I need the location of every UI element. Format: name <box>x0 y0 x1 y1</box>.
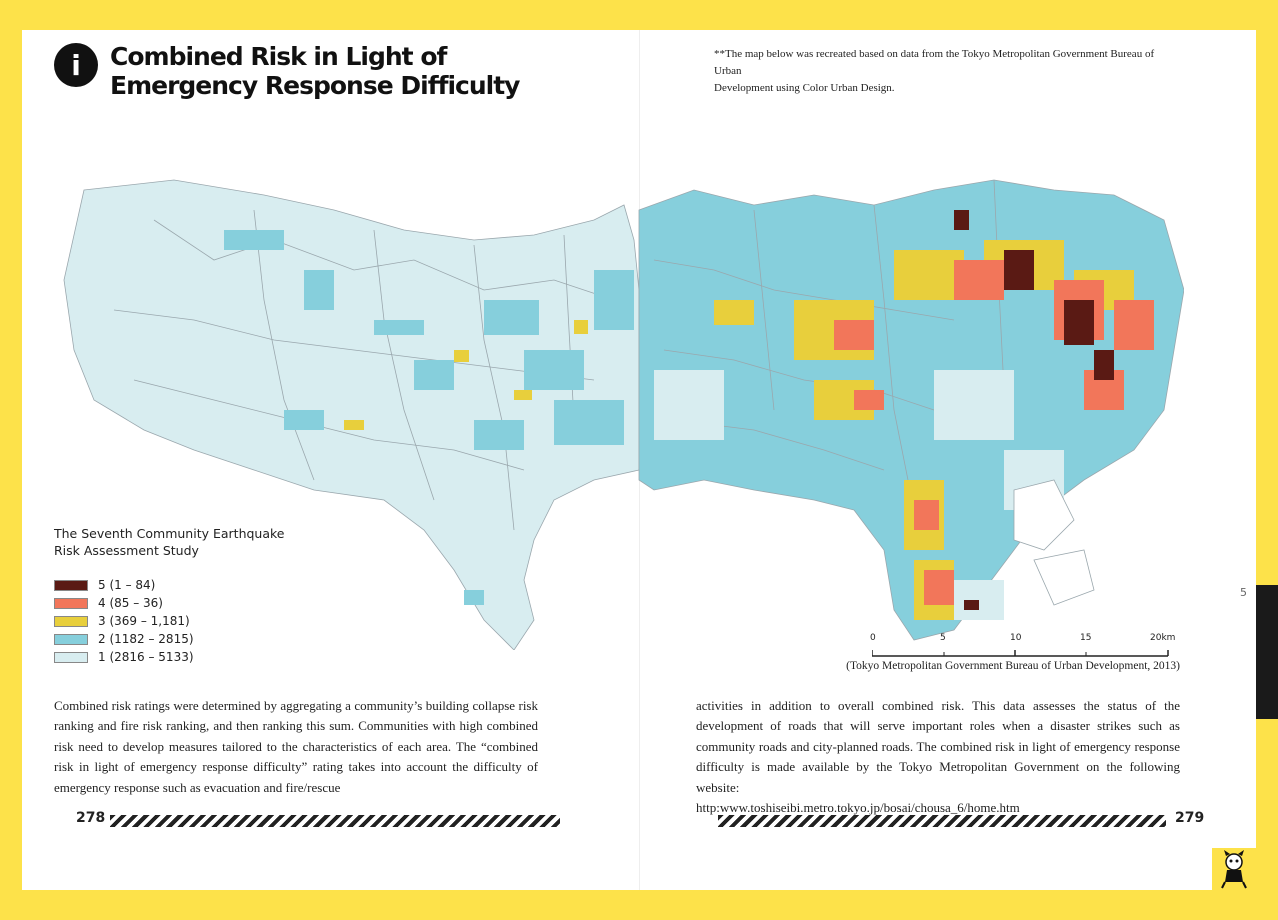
page-title: Combined Risk in Light of Emergency Resp… <box>110 42 570 100</box>
legend-label-5: 5 (1 – 84) <box>98 578 156 592</box>
website-link[interactable]: http:www.toshiseibi.metro.tokyo.jp/bosai… <box>696 800 1020 816</box>
map-west-yellow-patches <box>344 320 588 430</box>
body-text-right-paragraph: activities in addition to overall combin… <box>696 698 1180 795</box>
title-line-2: Emergency Response Difficulty <box>110 71 520 100</box>
hatch-bar-left <box>110 815 560 827</box>
scale-tick-15: 15 <box>1080 633 1092 643</box>
scale-tick-10: 10 <box>1010 633 1022 643</box>
legend-swatch-2 <box>54 633 88 645</box>
legend-label-1: 1 (2816 – 5133) <box>98 650 194 664</box>
scale-tick-0: 0 <box>870 633 876 643</box>
map-note: **The map below was recreated based on d… <box>714 46 1184 97</box>
west-outline <box>63 179 640 650</box>
legend-swatch-4 <box>54 597 88 609</box>
legend-item-3: 3 (369 – 1,181) <box>54 612 194 630</box>
legend-label-4: 4 (85 – 36) <box>98 596 163 610</box>
scale-tick-5: 5 <box>940 633 946 643</box>
legend-item-1: 1 (2816 – 5133) <box>54 648 194 666</box>
legend-title: The Seventh Community Earthquake Risk As… <box>54 525 314 559</box>
map-legend: 5 (1 – 84) 4 (85 – 36) 3 (369 – 1,181) 2… <box>54 576 194 666</box>
note-line-1: **The map below was recreated based on d… <box>714 48 1155 77</box>
hatch-bar-right <box>718 815 1166 827</box>
folio-right: 279 <box>1175 810 1205 826</box>
map-bay-outline <box>1013 479 1095 606</box>
legend-label-2: 2 (1182 – 2815) <box>98 632 194 646</box>
body-text-right: activities in addition to overall combin… <box>696 696 1180 818</box>
legend-swatch-5 <box>54 579 88 591</box>
scale-tick-20km: 20km <box>1150 633 1176 643</box>
folio-left: 278 <box>76 810 106 826</box>
legend-item-2: 2 (1182 – 2815) <box>54 630 194 648</box>
legend-swatch-1 <box>54 651 88 663</box>
map-east-region <box>638 179 1184 641</box>
tokyo-risk-map <box>63 179 1184 650</box>
map-west-blue-patches <box>224 230 634 605</box>
legend-item-5: 5 (1 – 84) <box>54 576 194 594</box>
chapter-tab-number: 5 <box>1240 586 1247 599</box>
map-east-darkred-patches <box>954 210 1114 610</box>
legend-title-line-1: The Seventh Community Earthquake <box>54 526 285 541</box>
body-text-left: Combined risk ratings were determined by… <box>54 698 538 795</box>
scale-bar-line <box>872 650 1169 657</box>
legend-item-4: 4 (85 – 36) <box>54 594 194 612</box>
note-line-2: Development using Color Urban Design. <box>714 82 895 94</box>
map-source: (Tokyo Metropolitan Government Bureau of… <box>846 660 1180 672</box>
legend-swatch-3 <box>54 615 88 627</box>
east-outline <box>638 179 1184 641</box>
info-icon: i <box>54 43 98 87</box>
legend-title-line-2: Risk Assessment Study <box>54 543 199 558</box>
legend-label-3: 3 (369 – 1,181) <box>98 614 190 628</box>
chapter-side-tab <box>1256 585 1278 719</box>
title-line-1: Combined Risk in Light of <box>110 42 447 71</box>
mascot-icon <box>1212 848 1258 890</box>
